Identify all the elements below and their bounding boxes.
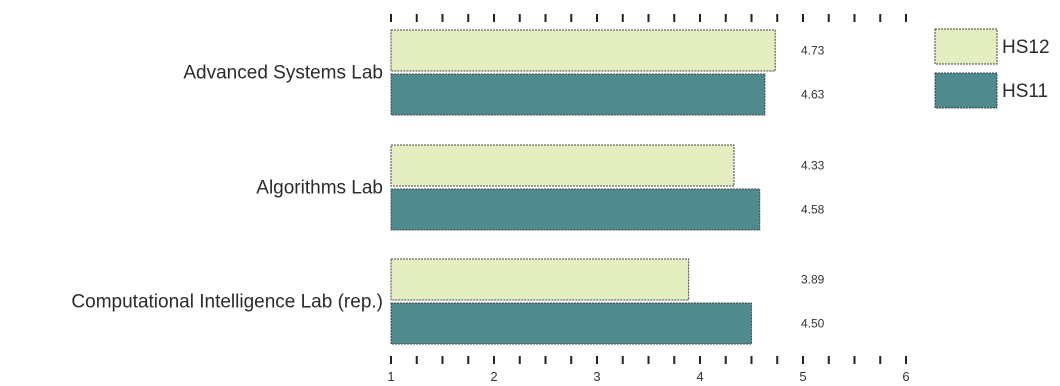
- top-axis-ticks: [390, 14, 907, 22]
- bar-hs11: [390, 73, 766, 116]
- bar-hs11: [390, 188, 761, 231]
- x-tick-label: 6: [902, 369, 909, 384]
- value-label: 4.33: [801, 159, 825, 173]
- value-label: 4.58: [801, 203, 825, 217]
- value-label: 4.50: [801, 317, 825, 331]
- bar-hs12: [390, 258, 690, 301]
- category-label: Computational Intelligence Lab (rep.): [71, 292, 383, 313]
- bar-hs12: [390, 144, 735, 187]
- category-label: Algorithms Lab: [256, 178, 383, 199]
- category-labels: Advanced Systems Lab Algorithms Lab Comput…: [71, 63, 383, 313]
- legend-swatch-hs11: [934, 72, 998, 109]
- value-label: 4.73: [801, 44, 825, 58]
- value-label: 3.89: [801, 273, 825, 287]
- category-label: Advanced Systems Lab: [183, 63, 383, 84]
- legend-swatch-hs12: [934, 28, 998, 65]
- legend-label-hs12: HS12: [1002, 37, 1050, 58]
- bar-hs11: [390, 302, 752, 345]
- legend-label-hs11: HS11: [1002, 81, 1048, 102]
- value-label: 4.63: [801, 88, 825, 102]
- x-tick-label: 5: [799, 369, 806, 384]
- x-tick-label: 3: [593, 369, 600, 384]
- bottom-axis-ticks: [390, 356, 907, 364]
- bars-group: [390, 29, 776, 345]
- value-labels: 4.73 4.63 4.33 4.58 3.89 4.50: [801, 44, 825, 331]
- bar-hs12: [390, 29, 776, 72]
- legend: HS12 HS11: [934, 28, 1050, 109]
- x-tick-label: 1: [387, 369, 394, 384]
- x-tick-labels: 1 2 3 4 5 6: [387, 369, 909, 384]
- x-tick-label: 2: [490, 369, 497, 384]
- x-tick-label: 4: [696, 369, 703, 384]
